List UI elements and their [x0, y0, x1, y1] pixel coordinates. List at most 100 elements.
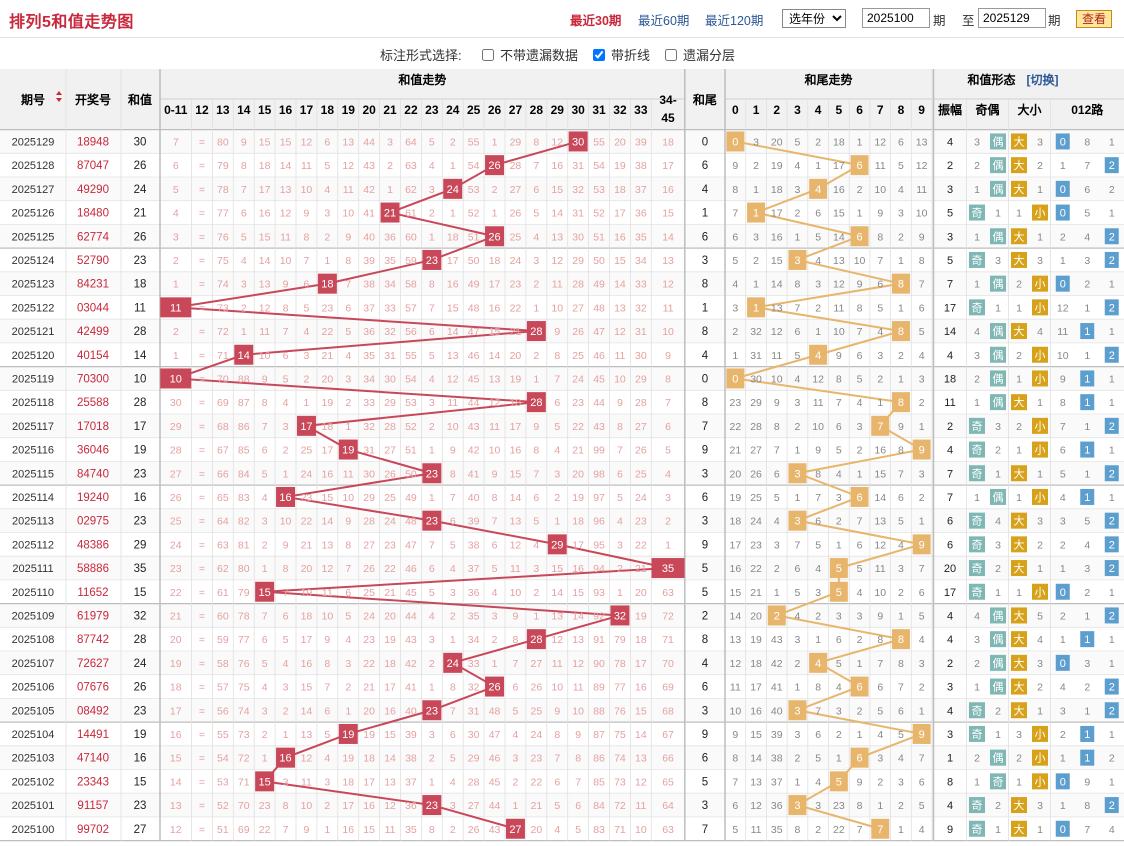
- tail-missing-value: 8: [795, 824, 801, 836]
- sum-missing-value: 26: [363, 563, 375, 575]
- sum-missing-value: 20: [510, 350, 522, 362]
- odd-even-badge-label: 偶: [993, 491, 1004, 504]
- sort-down-icon[interactable]: [56, 98, 62, 102]
- sum-col-header: 23: [425, 103, 439, 117]
- odd-even-badge: [990, 370, 1006, 387]
- option-missing-layers[interactable]: 遗漏分层: [665, 45, 735, 64]
- option-no-missing[interactable]: 不带遗漏数据: [482, 45, 578, 64]
- sum-missing-value: 5: [262, 468, 268, 480]
- tail-missing-value: 5: [877, 705, 883, 717]
- sort-up-icon[interactable]: [56, 91, 62, 95]
- odd-even-badge-label: 偶: [993, 372, 1004, 385]
- sum-missing-value: 59: [217, 634, 229, 646]
- sum-missing-value: 39: [363, 255, 375, 267]
- form-col-header: 012路: [1071, 102, 1104, 117]
- route-badge-label: 1: [1084, 634, 1090, 646]
- sum-missing-value: 6: [513, 682, 519, 694]
- sum-missing-value: 23: [322, 302, 334, 314]
- sum-missing-value: 1: [533, 610, 539, 622]
- route-missing: 1: [1109, 136, 1115, 148]
- big-small-badge: [1011, 631, 1027, 648]
- sum-missing-value: 13: [510, 516, 522, 528]
- sum-missing-value: 11: [301, 160, 312, 172]
- tail-missing-value: 12: [874, 539, 886, 551]
- range-link-60[interactable]: 最近60期: [638, 14, 690, 28]
- amplitude-cell: 5: [947, 208, 953, 220]
- tail-missing-value: 12: [874, 136, 886, 148]
- big-small-badge: [1032, 773, 1048, 790]
- sum-col-header: 22: [404, 103, 418, 117]
- tail-missing-value: 11: [771, 350, 782, 362]
- sum-missing-value: 10: [510, 587, 522, 599]
- tail-cell: 3: [702, 800, 708, 812]
- tail-missing-value: 1: [795, 445, 801, 457]
- big-small-badge: [1011, 512, 1027, 529]
- option-polyline-checkbox[interactable]: [593, 49, 605, 61]
- odd-even-missing: 1: [995, 468, 1001, 480]
- sum-missing-value: 32: [468, 682, 480, 694]
- option-no-missing-checkbox[interactable]: [482, 49, 494, 61]
- sum-missing-value: 7: [345, 279, 351, 291]
- sum-missing-value: 16: [662, 184, 674, 196]
- row-background: [0, 485, 1124, 509]
- sum-ball: [317, 273, 337, 294]
- sum-missing-value: 75: [238, 682, 250, 694]
- sum-missing-value: 31: [384, 350, 396, 362]
- tail-missing-value: 16: [833, 184, 845, 196]
- route-badge-label: 1: [1084, 492, 1090, 504]
- sum-missing-value: 5: [304, 302, 310, 314]
- sum-col-header: 18: [321, 103, 335, 117]
- sum-missing-value: 4: [450, 563, 456, 575]
- tail-missing-value: 3: [836, 492, 842, 504]
- sum-missing-value: 2: [429, 658, 435, 670]
- query-button[interactable]: 查看: [1076, 10, 1112, 28]
- sum-missing-value: 38: [468, 539, 480, 551]
- odd-even-badge-label: 偶: [993, 325, 1004, 338]
- sum-missing-value: 25: [363, 587, 375, 599]
- sum-missing-value: 27: [572, 302, 584, 314]
- period-unit-label-2: 期: [1048, 14, 1061, 28]
- route-missing: 2: [1060, 539, 1066, 551]
- sum-missing-value: 8: [492, 492, 498, 504]
- sum-ball: [547, 534, 567, 555]
- period-to-input[interactable]: [978, 8, 1046, 28]
- sum-missing-value: 71: [614, 824, 626, 836]
- year-select[interactable]: 选年份: [782, 9, 846, 28]
- tail-ball-label: 3: [794, 516, 800, 528]
- sum-missing-value: 89: [593, 682, 605, 694]
- sum-missing-value: 8: [283, 563, 289, 575]
- route-missing: 2: [1084, 587, 1090, 599]
- sum-missing-value: 76: [238, 658, 250, 670]
- sum-missing-value: 12: [614, 326, 626, 338]
- tail-missing-value: 3: [774, 539, 780, 551]
- sum-missing-value: 1: [387, 184, 393, 196]
- odd-even-badge: [969, 536, 985, 553]
- sum-missing-value: 3: [283, 682, 289, 694]
- big-small-missing: 5: [1037, 610, 1043, 622]
- big-small-missing: 2: [1037, 682, 1043, 694]
- period-from-input[interactable]: [862, 8, 930, 28]
- sum-cell: 28: [134, 326, 147, 338]
- route-badge-label: 0: [1060, 824, 1066, 836]
- tail-missing-value: 1: [877, 800, 883, 812]
- form-switch-link[interactable]: [切换]: [1027, 72, 1059, 87]
- sum-missing-value: 6: [429, 326, 435, 338]
- tail-ball: [891, 629, 910, 650]
- range-link-30[interactable]: 最近30期: [570, 14, 622, 28]
- sum-missing-value: 98: [593, 468, 605, 480]
- sum-missing-value: 27: [384, 445, 396, 457]
- sum-missing-value: 36: [384, 231, 396, 243]
- option-polyline[interactable]: 带折线: [593, 45, 650, 64]
- sum-missing-value: 4: [173, 208, 179, 220]
- big-small-badge-label: 大: [1014, 822, 1025, 836]
- sum-missing-value: 14: [572, 610, 584, 622]
- range-link-120[interactable]: 最近120期: [705, 14, 764, 28]
- tail-ball: [809, 178, 828, 199]
- sum-missing-value: 18: [342, 776, 354, 788]
- sum-missing-value: 5: [429, 136, 435, 148]
- sum-missing-value: 1: [173, 350, 179, 362]
- sum-missing-value: 15: [301, 682, 313, 694]
- sum-missing-value: 32: [363, 421, 375, 433]
- sum-missing-value: 7: [554, 753, 560, 765]
- option-missing-layers-checkbox[interactable]: [665, 49, 677, 61]
